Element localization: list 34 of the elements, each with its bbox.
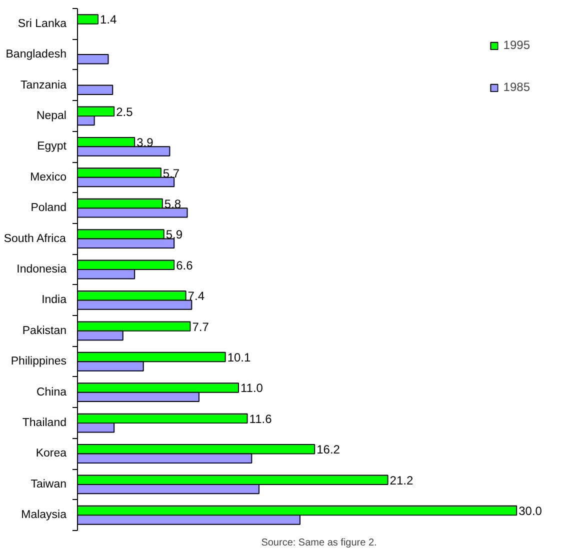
data-label: 3.9 bbox=[136, 136, 154, 150]
legend-label: 1985 bbox=[503, 80, 530, 94]
y-tick-label: Tanzania bbox=[20, 79, 68, 92]
y-tick-label: Bangladesh bbox=[6, 48, 67, 61]
y-tick-label: Pakistan bbox=[22, 324, 66, 337]
data-label: 5.9 bbox=[166, 228, 183, 242]
data-label: 21.2 bbox=[390, 473, 414, 488]
data-label: 7.4 bbox=[188, 289, 205, 304]
source-note: Source: Same as figure 2. bbox=[261, 538, 377, 548]
legend-label: 1995 bbox=[503, 38, 530, 52]
y-tick-label: Taiwan bbox=[30, 478, 67, 490]
data-label: 5.8 bbox=[164, 196, 182, 211]
y-tick-label: India bbox=[42, 294, 68, 306]
y-tick-label: Korea bbox=[36, 448, 68, 460]
y-tick-label: China bbox=[36, 386, 68, 398]
data-label: 11.6 bbox=[249, 412, 272, 426]
y-tick-label: Thailand bbox=[22, 417, 67, 430]
data-label: 11.0 bbox=[240, 381, 264, 396]
data-label: 1.4 bbox=[100, 12, 117, 27]
data-label: 10.1 bbox=[227, 350, 252, 365]
y-tick-label: South Africa bbox=[4, 232, 66, 245]
y-tick-label: Malaysia bbox=[21, 509, 68, 522]
y-tick-label: Mexico bbox=[30, 171, 67, 184]
data-label: 16.2 bbox=[316, 442, 340, 457]
y-tick-label: Nepal bbox=[36, 110, 67, 122]
y-tick-label: Philippines bbox=[10, 356, 67, 368]
y-tick-label: Egypt bbox=[37, 140, 68, 153]
data-label: 2.5 bbox=[116, 104, 134, 119]
y-tick-label: Indonesia bbox=[16, 264, 68, 276]
data-label: 30.0 bbox=[518, 504, 542, 518]
y-tick-label: Poland bbox=[30, 202, 67, 214]
data-label: 6.6 bbox=[176, 258, 194, 272]
y-tick-label: Sri Lanka bbox=[18, 18, 68, 30]
data-label: 7.7 bbox=[192, 320, 210, 334]
